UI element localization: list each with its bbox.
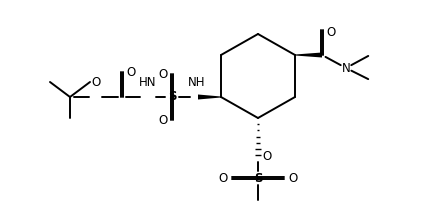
Text: O: O <box>219 172 228 184</box>
Text: O: O <box>126 66 135 78</box>
Text: N: N <box>342 61 350 74</box>
Polygon shape <box>198 95 221 99</box>
Text: O: O <box>92 76 100 89</box>
Polygon shape <box>295 53 322 57</box>
Text: S: S <box>254 172 262 184</box>
Text: O: O <box>288 172 297 184</box>
Text: S: S <box>168 91 176 103</box>
Text: HN: HN <box>139 76 157 89</box>
Text: O: O <box>159 67 168 81</box>
Text: O: O <box>262 151 271 163</box>
Text: O: O <box>159 113 168 127</box>
Text: NH: NH <box>188 76 206 89</box>
Text: O: O <box>326 25 335 39</box>
